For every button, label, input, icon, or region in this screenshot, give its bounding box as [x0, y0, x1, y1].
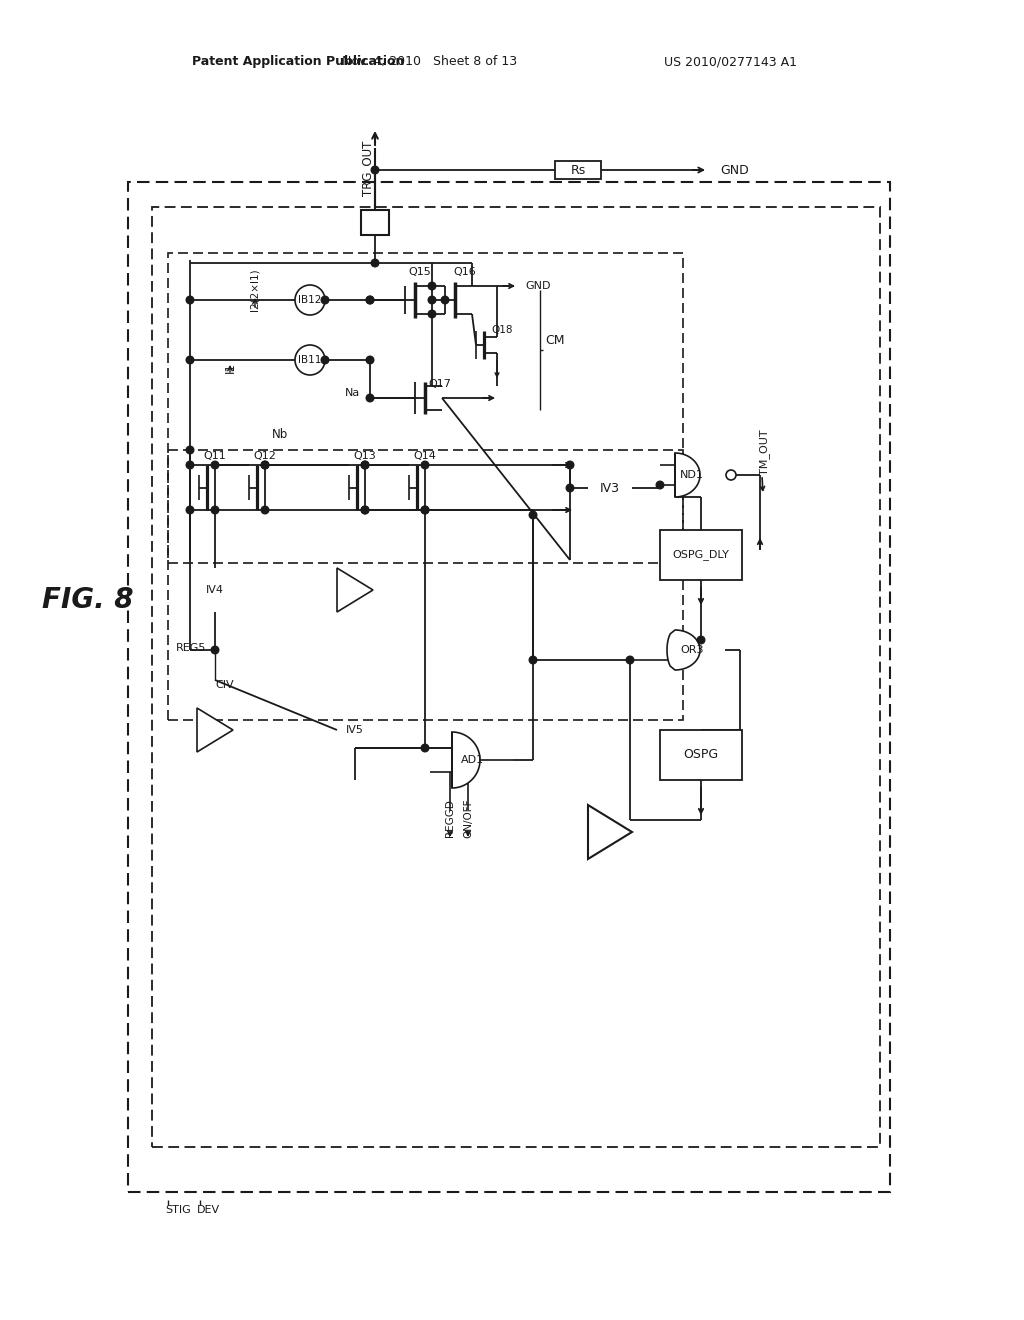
- Circle shape: [261, 461, 268, 469]
- Text: DEV: DEV: [197, 1205, 220, 1214]
- Circle shape: [566, 461, 573, 469]
- Polygon shape: [588, 805, 632, 859]
- Text: CIV: CIV: [215, 680, 233, 690]
- Circle shape: [361, 461, 369, 469]
- Text: Rs: Rs: [570, 164, 586, 177]
- Text: I2(2×I1): I2(2×I1): [250, 269, 260, 312]
- Circle shape: [211, 647, 219, 653]
- Polygon shape: [337, 568, 373, 612]
- Bar: [168, 253, 683, 564]
- Circle shape: [529, 656, 537, 664]
- Text: Nb: Nb: [272, 429, 288, 441]
- Circle shape: [186, 506, 194, 513]
- Circle shape: [529, 511, 537, 519]
- Circle shape: [428, 282, 436, 290]
- Circle shape: [421, 506, 429, 513]
- Text: Patent Application Publication: Patent Application Publication: [193, 55, 404, 69]
- Bar: [128, 182, 890, 1192]
- Text: Nov. 4, 2010   Sheet 8 of 13: Nov. 4, 2010 Sheet 8 of 13: [342, 55, 517, 69]
- Bar: [660, 730, 742, 780]
- Circle shape: [367, 395, 374, 401]
- Bar: [555, 161, 601, 180]
- Circle shape: [697, 636, 705, 644]
- Polygon shape: [667, 630, 700, 671]
- Circle shape: [295, 345, 325, 375]
- Text: IB12: IB12: [298, 294, 322, 305]
- Circle shape: [361, 461, 369, 469]
- Text: OR3: OR3: [680, 645, 703, 655]
- Text: US 2010/0277143 A1: US 2010/0277143 A1: [664, 55, 797, 69]
- Text: I1: I1: [223, 363, 237, 374]
- Polygon shape: [197, 708, 233, 752]
- Circle shape: [186, 461, 194, 469]
- Circle shape: [211, 506, 219, 513]
- Text: Q12: Q12: [254, 451, 276, 461]
- Text: REG5: REG5: [176, 643, 207, 653]
- Text: GND: GND: [720, 164, 749, 177]
- Circle shape: [421, 506, 429, 513]
- Text: IB11: IB11: [298, 355, 322, 366]
- Text: IV3: IV3: [600, 482, 620, 495]
- Circle shape: [361, 506, 369, 513]
- Circle shape: [428, 310, 436, 318]
- Text: FIG. 8: FIG. 8: [42, 586, 134, 614]
- Circle shape: [441, 296, 449, 304]
- Circle shape: [566, 484, 573, 492]
- Bar: [168, 450, 683, 719]
- Circle shape: [186, 446, 194, 454]
- Text: Q17: Q17: [429, 379, 452, 389]
- Text: Na: Na: [345, 388, 360, 399]
- Text: Q13: Q13: [353, 451, 377, 461]
- Circle shape: [295, 285, 325, 315]
- Circle shape: [322, 356, 329, 364]
- Circle shape: [428, 296, 436, 304]
- Text: IV4: IV4: [206, 585, 224, 595]
- Circle shape: [627, 656, 634, 664]
- Text: Q18: Q18: [492, 325, 513, 335]
- Text: ON/OFF: ON/OFF: [463, 799, 473, 838]
- Text: STIG: STIG: [165, 1205, 190, 1214]
- Text: IV5: IV5: [346, 725, 364, 735]
- Bar: [361, 210, 389, 235]
- Text: REGGD: REGGD: [445, 799, 455, 837]
- Text: CM: CM: [545, 334, 564, 346]
- Text: Q16: Q16: [454, 267, 476, 277]
- Text: OSPG: OSPG: [683, 748, 719, 762]
- Circle shape: [361, 506, 369, 513]
- Circle shape: [371, 259, 379, 267]
- Polygon shape: [675, 453, 700, 498]
- Circle shape: [186, 356, 194, 364]
- Text: AD1: AD1: [461, 755, 483, 766]
- Circle shape: [726, 470, 736, 480]
- Circle shape: [261, 506, 268, 513]
- Text: TRG_OUT: TRG_OUT: [361, 140, 375, 195]
- Circle shape: [186, 296, 194, 304]
- Circle shape: [261, 461, 268, 469]
- Circle shape: [367, 296, 374, 304]
- Text: GND: GND: [525, 281, 551, 290]
- Circle shape: [322, 296, 329, 304]
- Text: TM_OUT: TM_OUT: [760, 429, 770, 475]
- Circle shape: [367, 296, 374, 304]
- Text: Q14: Q14: [414, 451, 436, 461]
- Text: Q15: Q15: [409, 267, 431, 277]
- Circle shape: [656, 482, 664, 488]
- Circle shape: [211, 461, 219, 469]
- Circle shape: [421, 461, 429, 469]
- Text: ND1: ND1: [680, 470, 703, 480]
- Circle shape: [421, 744, 429, 752]
- Bar: [152, 207, 880, 1147]
- Polygon shape: [452, 733, 480, 788]
- Text: OSPG_DLY: OSPG_DLY: [673, 549, 729, 561]
- Bar: [660, 531, 742, 579]
- Text: Q11: Q11: [204, 451, 226, 461]
- Circle shape: [367, 356, 374, 364]
- Circle shape: [371, 166, 379, 174]
